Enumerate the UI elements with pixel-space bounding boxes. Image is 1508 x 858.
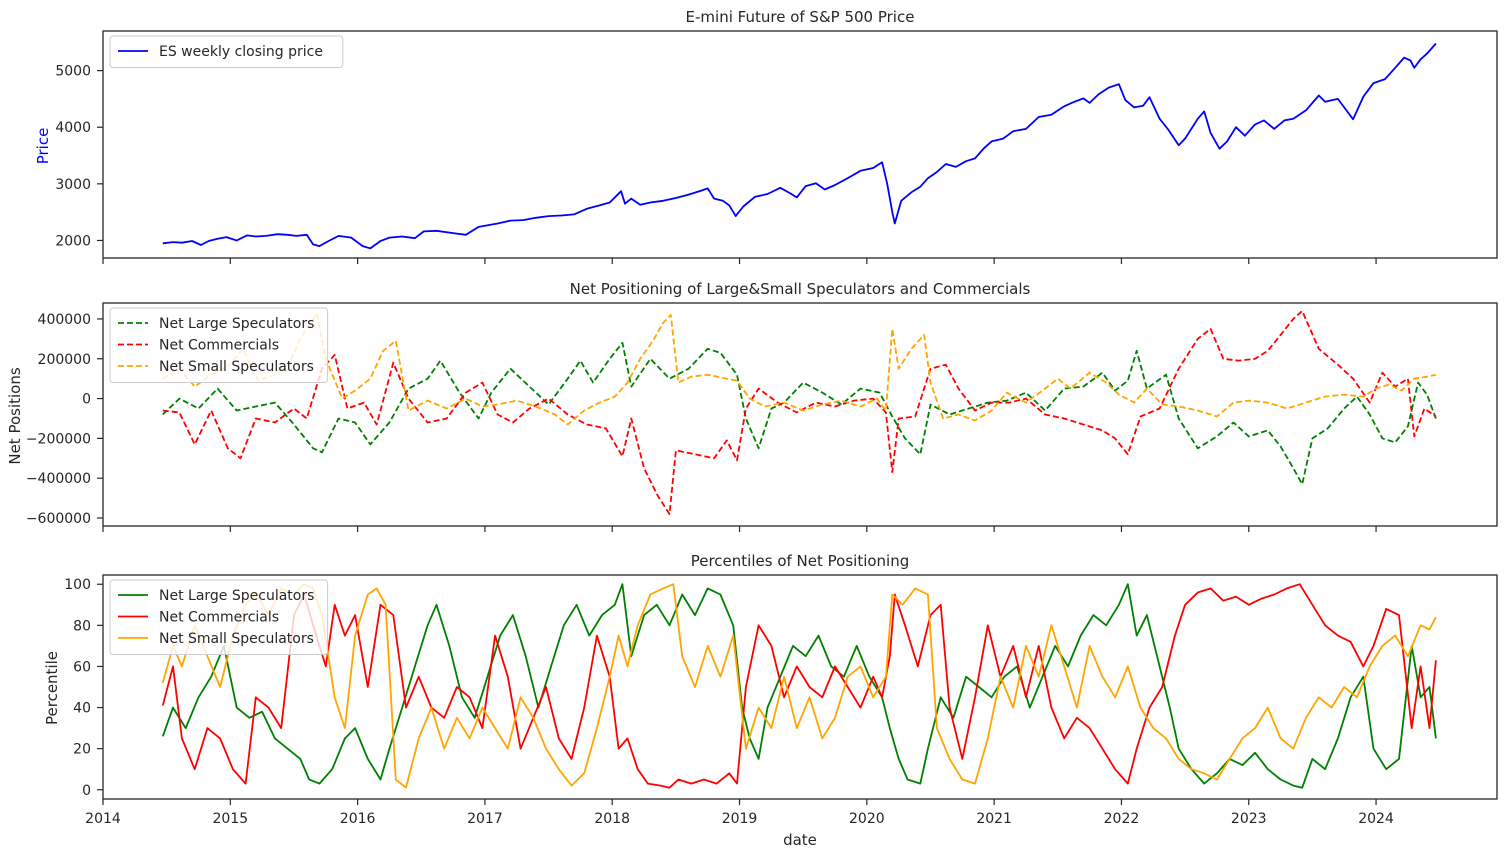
axes-frame (102, 574, 1498, 800)
series-line-es-weekly-closing-price (162, 42, 1437, 250)
x-tick-label-2019: 2019 (722, 811, 758, 827)
legend-label: Net Commercials (159, 610, 279, 626)
net-positions-plot-area: −600000 −400000 −200000 0 200000 400000 Net La… (26, 302, 1498, 532)
x-tick-label-2024: 2024 (1358, 811, 1394, 827)
legend-box (109, 307, 329, 383)
y-tick-label: 20 (73, 742, 91, 758)
y-tick-label: 200000 (38, 352, 91, 368)
price-plot-area: 2000 3000 4000 5000 ES weekly closing price (55, 30, 1498, 264)
y-tick-label: 3000 (55, 177, 91, 193)
y-tick-label: 0 (82, 783, 91, 799)
legend-box (109, 579, 329, 655)
legend-label: Net Large Speculators (159, 316, 314, 332)
y-tick-label: −200000 (26, 431, 91, 447)
x-tick-label-2022: 2022 (1104, 811, 1140, 827)
x-tick-label-2014: 2014 (85, 811, 121, 827)
legend-label: Net Small Speculators (159, 359, 314, 375)
x-axis-label: date (783, 831, 817, 849)
y-tick-label: 4000 (55, 120, 91, 136)
axes-frame (102, 30, 1498, 259)
y-tick-label: 0 (82, 392, 91, 408)
legend-label: Net Large Speculators (159, 588, 314, 604)
legend-label: Net Small Speculators (159, 631, 314, 647)
y-tick-label: 80 (73, 618, 91, 634)
series-line-net-small-speculators (162, 312, 1437, 426)
x-tick-label-2023: 2023 (1231, 811, 1267, 827)
y-tick-label: 100 (64, 577, 91, 593)
x-tick-label-2021: 2021 (976, 811, 1012, 827)
net-positions-y-axis-label: Net Positions (6, 367, 24, 465)
y-tick-label: 60 (73, 659, 91, 675)
x-tick-label-2018: 2018 (594, 811, 630, 827)
x-tick-label-2015: 2015 (212, 811, 248, 827)
price-chart-title: E-mini Future of S&P 500 Price (686, 8, 915, 26)
percentiles-plot-area: 2014 2015 2016 2017 2018 2019 2020 2021 2022 2023… (64, 574, 1498, 827)
legend-label: ES weekly closing price (159, 44, 323, 60)
x-tick-label-2020: 2020 (849, 811, 885, 827)
y-tick-label: 400000 (38, 312, 91, 328)
series-line-net-commercials (162, 310, 1437, 515)
axes-frame (102, 302, 1498, 527)
series-line-net-small-speculators (161, 583, 1437, 789)
net-positions-chart-title: Net Positioning of Large&Small Speculato… (570, 280, 1031, 298)
subplot-net-positions: Net Positioning of Large&Small Speculato… (6, 280, 1498, 532)
percentiles-chart-title: Percentiles of Net Positioning (691, 552, 910, 570)
series-line-net-commercials (161, 583, 1437, 789)
x-tick-label-2016: 2016 (340, 811, 376, 827)
series-line-net-large-speculators (162, 341, 1437, 486)
legend-box (109, 35, 344, 68)
x-tick-label-2017: 2017 (467, 811, 503, 827)
percentiles-y-axis-label: Percentile (43, 651, 61, 725)
y-tick-label: 2000 (55, 233, 91, 249)
subplot-percentiles: Percentiles of Net Positioning Percentil… (43, 552, 1498, 849)
legend-label: Net Commercials (159, 338, 279, 354)
y-tick-label: 40 (73, 701, 91, 717)
subplot-price: E-mini Future of S&P 500 Price Price 200… (34, 8, 1498, 264)
y-tick-label: 5000 (55, 64, 91, 80)
y-tick-label: −400000 (26, 471, 91, 487)
price-y-axis-label: Price (34, 128, 52, 165)
y-tick-label: −600000 (26, 511, 91, 527)
